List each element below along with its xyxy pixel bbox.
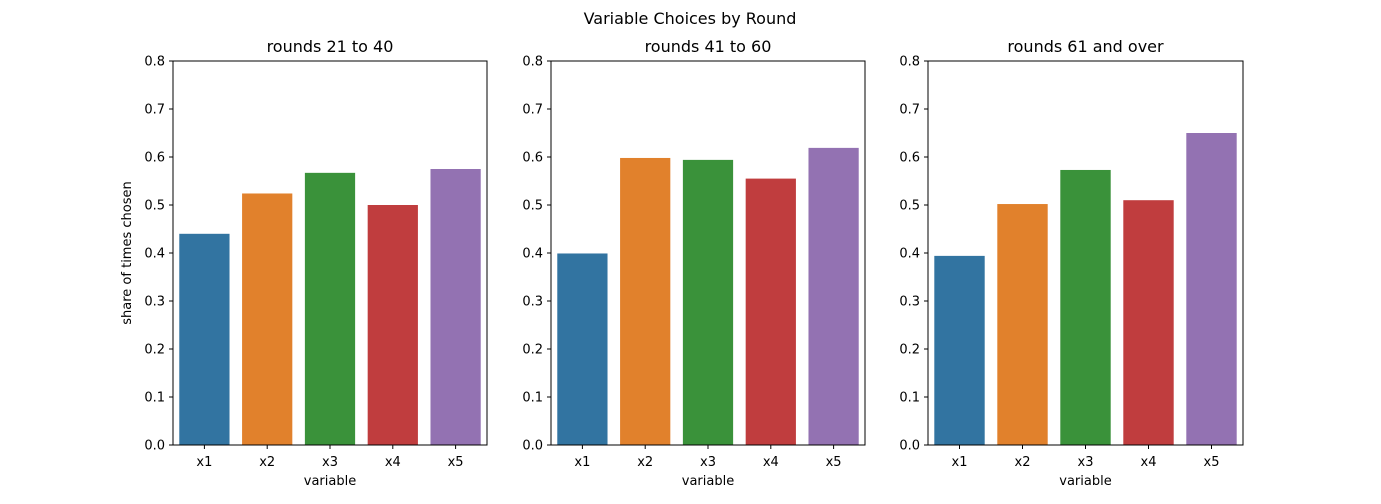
y-tick-label: 0.7 [522,103,543,118]
y-tick-label: 0.0 [899,439,920,454]
chart-panel-1: 0.0 0.1 0.2 0.3 0.4 0.5 0.6 0.7 0.8 x1 x2 x3 x4 x5 rou… [120,37,488,489]
bar-x2 [242,193,293,445]
bar-x5 [1186,133,1237,445]
y-tick-label: 0.2 [144,343,165,358]
y-tick-label: 0.5 [899,199,920,214]
x-tick-label: x2 [637,455,653,470]
y-tick-label: 0.6 [522,151,543,166]
bar-x4 [1123,200,1174,445]
x-tick-label: x4 [763,455,779,470]
y-tick-label: 0.8 [522,55,543,70]
bar-x3 [1060,169,1111,445]
bar-x3 [304,172,356,445]
bar-x2 [997,204,1048,445]
x-tick-label: x1 [952,455,968,470]
y-tick-label: 0.0 [522,439,543,454]
y-tick-label: 0.0 [144,439,165,454]
y-tick-label: 0.2 [899,343,920,358]
x-tick-label: x3 [700,455,716,470]
y-tick-label: 0.6 [899,151,920,166]
x-tick-label: x3 [1078,455,1094,470]
x-axis-label: variable [682,474,734,489]
chart-panel-3: 0.0 0.1 0.2 0.3 0.4 0.5 0.6 0.7 0.8 x1 x2 x3 x4 x5 rou… [899,37,1244,489]
x-axis-label: variable [1059,474,1111,489]
bar-x4 [745,178,796,445]
y-tick-label: 0.4 [899,247,920,262]
x-tick-label: x4 [1141,455,1157,470]
bar-x5 [430,169,481,445]
y-tick-label: 0.7 [899,103,920,118]
x-tick-label: x3 [322,455,338,470]
y-tick-label: 0.4 [522,247,543,262]
y-tick-label: 0.1 [899,391,920,406]
chart-title: rounds 61 and over [1007,37,1164,56]
y-tick-label: 0.5 [144,199,165,214]
x-tick-label: x5 [826,455,842,470]
x-tick-label: x2 [1015,455,1031,470]
x-tick-label: x5 [448,455,464,470]
bar-x1 [934,255,985,445]
bar-x1 [557,253,608,445]
bar-x1 [179,233,230,445]
y-tick-label: 0.4 [144,247,165,262]
y-tick-label: 0.3 [522,295,543,310]
figure-title: Variable Choices by Round [584,9,797,28]
y-tick-label: 0.3 [144,295,165,310]
chart-title: rounds 41 to 60 [645,37,772,56]
y-axis-label: share of times chosen [120,181,135,324]
bar-x2 [620,157,671,445]
y-tick-label: 0.8 [899,55,920,70]
x-tick-label: x1 [574,455,590,470]
bar-x4 [367,205,418,445]
chart-panel-2: 0.0 0.1 0.2 0.3 0.4 0.5 0.6 0.7 0.8 x1 x2 x3 x4 x5 rou… [522,37,866,489]
x-axis-label: variable [304,474,356,489]
bar-x3 [682,159,734,445]
x-tick-label: x1 [196,455,212,470]
y-tick-label: 0.6 [144,151,165,166]
y-tick-label: 0.1 [144,391,165,406]
y-tick-label: 0.8 [144,55,165,70]
x-tick-label: x4 [385,455,401,470]
x-tick-label: x2 [259,455,275,470]
y-tick-label: 0.3 [899,295,920,310]
bar-x5 [808,147,859,445]
x-tick-label: x5 [1204,455,1220,470]
y-tick-label: 0.7 [144,103,165,118]
y-tick-label: 0.5 [522,199,543,214]
y-tick-label: 0.2 [522,343,543,358]
chart-title: rounds 21 to 40 [267,37,394,56]
y-tick-label: 0.1 [522,391,543,406]
